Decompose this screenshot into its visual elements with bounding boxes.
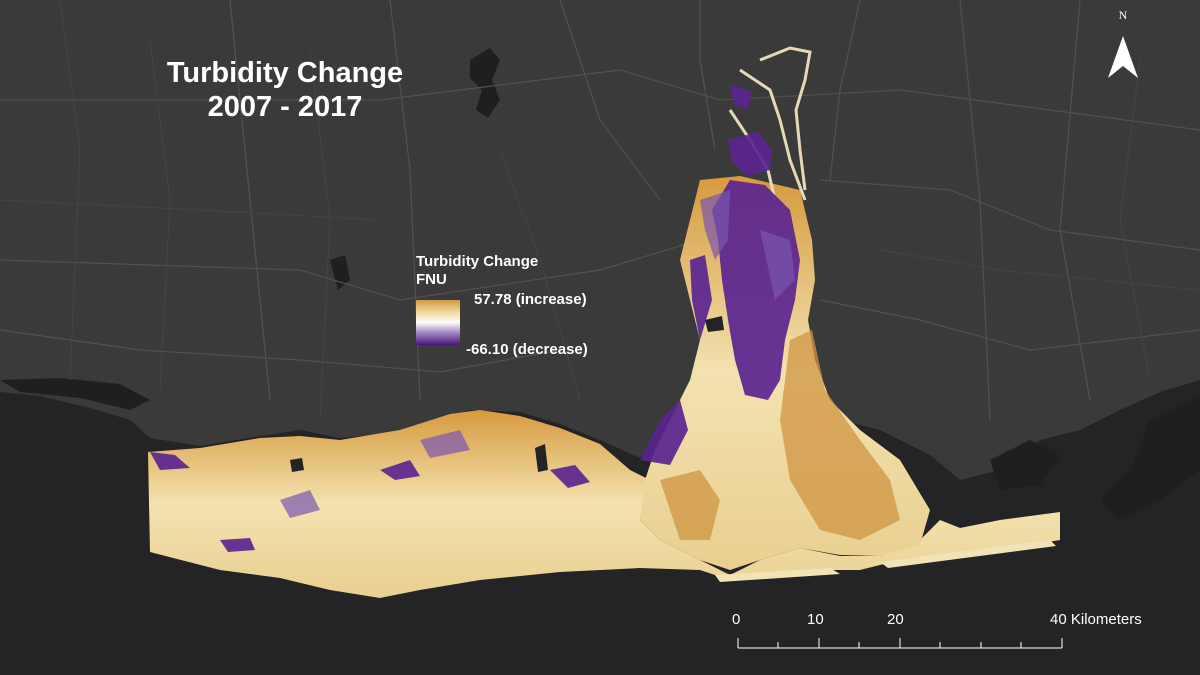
turbidity-increase-areas — [660, 330, 900, 540]
legend-color-ramp — [416, 300, 460, 345]
scale-bar: 0 10 20 40 Kilometers — [730, 608, 1170, 658]
inland-water — [0, 48, 1200, 520]
barrier-islands — [715, 540, 1056, 582]
scale-bar-line — [737, 638, 1063, 649]
minor-roads — [0, 0, 1200, 421]
legend-title: Turbidity Change — [416, 253, 539, 270]
north-arrow-label: N — [1118, 8, 1128, 22]
turbidity-decrease-areas — [150, 84, 800, 552]
bay-island — [705, 316, 724, 332]
legend-min-label: -66.10 (decrease) — [466, 341, 588, 358]
north-arrow-icon — [1108, 36, 1138, 78]
map-title: Turbidity Change 2007 - 2017 — [130, 56, 440, 124]
legend-unit: FNU — [416, 271, 447, 288]
island — [535, 444, 548, 472]
map-title-line-1: Turbidity Change — [166, 57, 404, 89]
scale-label-20: 20 — [887, 611, 904, 628]
scale-label-10: 10 — [807, 611, 824, 628]
turbidity-coastal-strip — [148, 410, 1060, 598]
legend: Turbidity Change FNU 57.78 (increase) -6… — [416, 253, 588, 358]
scale-label-0: 0 — [732, 611, 741, 628]
turbidity-light-decrease — [280, 190, 795, 518]
legend-max-label: 57.78 (increase) — [474, 291, 587, 308]
scale-label-40: 40 Kilometers — [1050, 611, 1142, 628]
map-title-line-2: 2007 - 2017 — [207, 91, 363, 123]
north-arrow: N — [1104, 8, 1142, 80]
island — [290, 458, 304, 472]
